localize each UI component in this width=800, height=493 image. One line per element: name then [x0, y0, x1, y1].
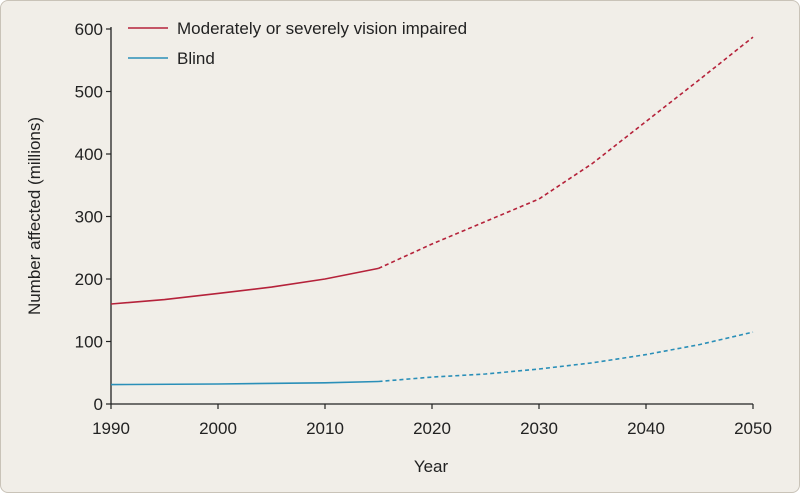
y-tick-label: 300 [75, 208, 103, 227]
y-tick-label: 600 [75, 20, 103, 39]
y-axis-title: Number affected (millions) [25, 117, 44, 315]
series-line-0-observed [110, 267, 379, 305]
x-tick-label: 2030 [520, 419, 558, 438]
series-line-1-observed [110, 380, 379, 386]
legend: Moderately or severely vision impaired Bl… [128, 19, 467, 68]
y-tick-label: 0 [94, 395, 103, 414]
x-tick-label: 2050 [734, 419, 772, 438]
legend-label: Moderately or severely vision impaired [177, 19, 467, 38]
x-tick-label: 2020 [413, 419, 451, 438]
y-tick-label: 100 [75, 333, 103, 352]
y-tick-label: 500 [75, 83, 103, 102]
x-tick-label: 2000 [199, 419, 237, 438]
y-tick-label: 400 [75, 145, 103, 164]
x-tick-label: 2040 [627, 419, 665, 438]
series-line-1-projected [378, 331, 754, 383]
legend-label: Blind [177, 49, 215, 68]
series-line-0-projected [378, 36, 754, 270]
x-tick-label: 2010 [306, 419, 344, 438]
x-tick-label: 1990 [92, 419, 130, 438]
y-tick-label: 200 [75, 270, 103, 289]
series-layer [110, 36, 754, 386]
x-axis-title: Year [414, 457, 449, 476]
axes: 0 100 200 300 400 500 600 1990 2000 2010 2020 2030 2… [75, 20, 772, 438]
